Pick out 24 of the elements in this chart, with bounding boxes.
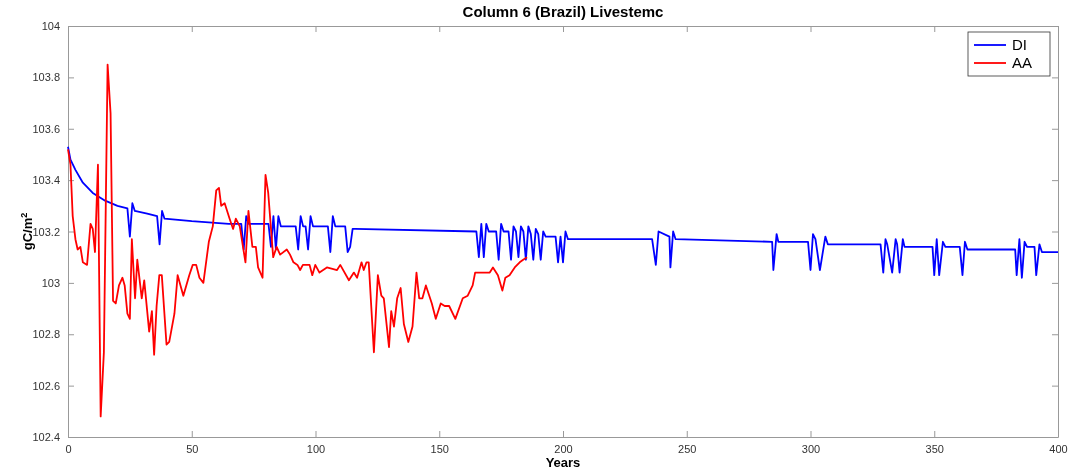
- x-tick-label: 150: [430, 442, 449, 455]
- line-series: [67, 145, 1059, 279]
- x-tick-label: 100: [306, 442, 326, 455]
- x-tick-label: 250: [678, 442, 697, 455]
- legend-label: AA: [1012, 54, 1033, 71]
- x-tick-label: 50: [186, 442, 199, 455]
- x-tick-label: 400: [1049, 442, 1068, 455]
- y-tick-label: 102.4: [32, 431, 60, 444]
- y-tick-label: 103: [41, 276, 60, 289]
- x-tick-label: 300: [801, 442, 821, 455]
- y-tick-label: 103.4: [32, 174, 60, 187]
- y-tick-label: 103.8: [32, 71, 60, 84]
- y-tick-label: 102.8: [32, 328, 60, 341]
- x-tick-label: 0: [65, 442, 72, 455]
- x-tick-label: 350: [925, 442, 944, 455]
- legend-label: DI: [1012, 36, 1027, 53]
- line-series: [67, 63, 529, 418]
- chart-title: Column 6 (Brazil) Livestemc: [462, 3, 664, 20]
- y-tick-label: 103.6: [32, 122, 60, 135]
- y-tick-label: 104: [41, 20, 60, 33]
- y-tick-label: 102.6: [32, 379, 60, 392]
- x-axis-title: Years: [545, 455, 581, 469]
- y-tick-label: 103.2: [32, 225, 60, 238]
- x-tick-label: 200: [554, 442, 573, 455]
